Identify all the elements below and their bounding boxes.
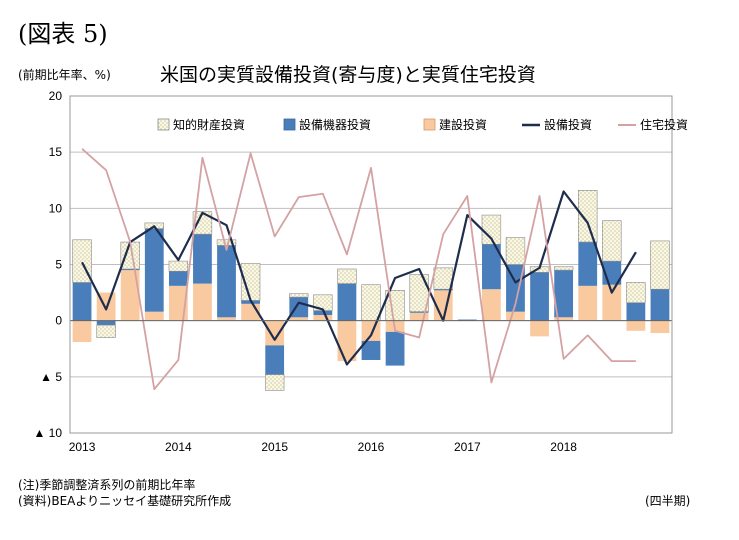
bar-structures [144, 311, 164, 321]
bar-structures [361, 320, 381, 341]
legend-label-residential: 住宅投資 [640, 117, 688, 132]
bar-structures [554, 317, 574, 321]
x-tick-label: 2017 [454, 440, 481, 454]
bar-equipment [578, 242, 598, 286]
bar-ip [578, 190, 598, 243]
legend-label-structures: 建設投資 [439, 117, 487, 132]
bar-structures [313, 315, 333, 321]
bar-equipment [289, 297, 309, 318]
x-tick-label: 2016 [358, 440, 385, 454]
y-tick-label: ▲ 5 [40, 370, 62, 384]
bar-structures [602, 284, 622, 321]
bar-equipment [96, 320, 116, 326]
bar-equipment [265, 345, 285, 375]
bar-structures [506, 311, 525, 321]
y-tick-label: 15 [49, 145, 63, 159]
plot-border [69, 95, 673, 434]
x-tick-label: 2013 [69, 440, 96, 454]
bar-structures [626, 320, 646, 331]
legend-swatch-ip [157, 118, 170, 131]
bar-equipment [650, 289, 670, 321]
legend-label-total: 設備投資 [544, 117, 592, 132]
x-tick-label: 2018 [550, 440, 577, 454]
legend: 知的財産投資 設備機器投資 建設投資 設備投資 住宅投資 [157, 117, 688, 132]
line-residential [81, 148, 636, 391]
bar-equipment [168, 271, 188, 286]
bar-equipment [554, 270, 574, 318]
legend-label-ip: 知的財産投資 [173, 117, 245, 132]
bar-equipment [120, 268, 140, 271]
bar-equipment [457, 319, 477, 321]
unit-label: (前期比年率、%) [18, 68, 111, 82]
bar-equipment [433, 289, 453, 291]
bar-structures [337, 320, 357, 362]
note-source: (資料)BEAよりニッセイ基礎研究所作成 [18, 494, 232, 508]
y-tick-label: 0 [55, 314, 62, 328]
bar-ip [264, 374, 285, 391]
bar-ip [96, 324, 116, 338]
bar-structures [530, 320, 549, 337]
chart-title: 米国の実質設備投資(寄与度)と実質住宅投資 [160, 64, 536, 86]
bar-equipment [506, 264, 525, 312]
bar-ip [216, 239, 237, 246]
legend-swatch-equipment [283, 118, 296, 131]
lines-layer [81, 148, 637, 391]
bar-structures [217, 317, 236, 321]
bar-ip [409, 274, 429, 312]
legend-swatch-structures [423, 118, 436, 131]
bar-ip [505, 237, 526, 265]
bar-equipment [626, 302, 646, 321]
bar-equipment [217, 245, 236, 318]
bar-equipment [72, 282, 92, 321]
y-tick-label: ▲ 10 [33, 426, 62, 440]
bar-structures [409, 312, 429, 321]
bar-equipment [313, 310, 333, 316]
y-tick-label: 20 [49, 89, 63, 103]
bar-structures [72, 320, 92, 343]
y-tick-label: 5 [55, 258, 62, 272]
bar-structures [578, 285, 598, 321]
bar-ip [650, 240, 670, 290]
bar-structures [482, 289, 501, 321]
figure-label: (図表 5) [18, 20, 108, 48]
bar-ip [602, 220, 622, 262]
x-tick-label: 2014 [165, 440, 192, 454]
x-tick-label: 2015 [261, 440, 288, 454]
bar-equipment [385, 331, 405, 366]
bar-ip [289, 293, 309, 298]
bar-equipment [409, 311, 429, 313]
bar-structures [650, 320, 670, 334]
bar-ip [192, 211, 213, 235]
period-label: (四半期) [645, 494, 691, 508]
bar-ip [553, 266, 574, 271]
note-seasonal-adjustment: (注)季節調整済系列の前期比年率 [18, 478, 196, 492]
bar-structures [265, 320, 285, 346]
bars-layer [72, 190, 670, 391]
legend-label-equipment: 設備機器投資 [299, 117, 371, 132]
y-tick-label: 10 [49, 201, 63, 215]
bar-equipment [530, 272, 549, 321]
bar-ip [168, 260, 189, 272]
bar-structures [168, 285, 188, 321]
bar-ip [337, 268, 357, 284]
bar-ip [433, 267, 453, 290]
bar-equipment [193, 234, 212, 284]
bar-structures [193, 283, 212, 321]
line-total [81, 190, 637, 366]
bar-ip [626, 282, 646, 303]
bar-ip [361, 284, 381, 321]
bar-equipment [361, 340, 381, 360]
bar-structures [289, 317, 309, 321]
bar-equipment [337, 283, 357, 321]
bar-equipment [482, 244, 501, 290]
bar-structures [120, 270, 140, 321]
bar-equipment [144, 228, 164, 312]
